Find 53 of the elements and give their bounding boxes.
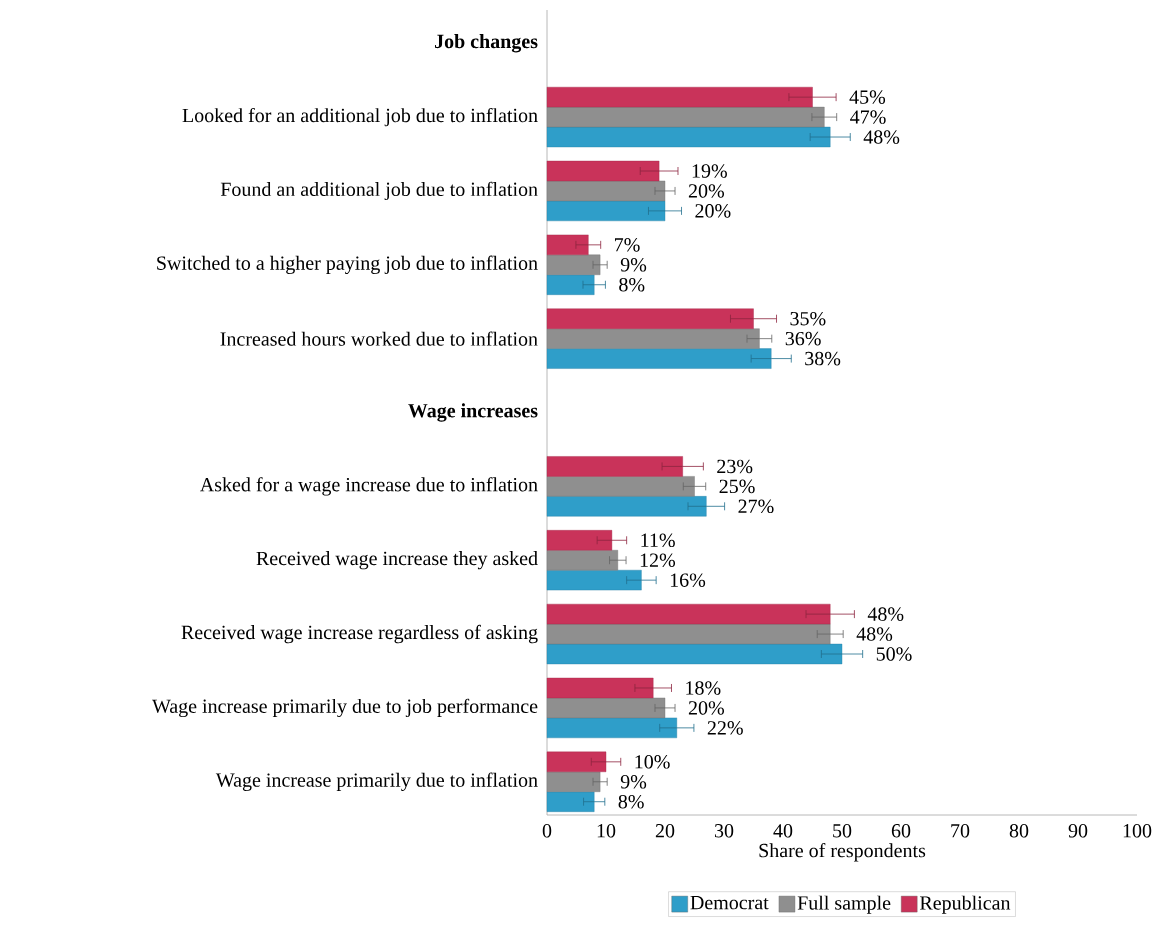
data-label: 7% [615, 238, 640, 252]
x-tick-label: 20 [655, 824, 675, 838]
data-label: 38% [805, 351, 841, 366]
y-tick-label: Found an additional job due to inflation [220, 181, 538, 201]
y-tick-label: Wage increase primarily due to inflation [215, 772, 538, 791]
data-label: 9% [620, 258, 647, 272]
legend-label: Democrat [690, 896, 769, 910]
y-tick-label: Received wage increase they asked [256, 551, 538, 570]
data-label: 48% [863, 130, 900, 144]
legend-label: Republican [919, 895, 1011, 914]
data-label: 48% [867, 607, 904, 621]
x-tick-label: 100 [1123, 824, 1152, 838]
data-label: 11% [641, 533, 675, 548]
data-label: 50% [876, 647, 912, 661]
x-tick-label: 70 [951, 824, 970, 838]
data-label: 18% [686, 681, 721, 695]
data-label: 45% [849, 90, 886, 104]
data-label: 20% [688, 184, 725, 198]
y-tick-label: Wage increases [408, 403, 538, 422]
data-label: 47% [850, 110, 886, 124]
data-label: 35% [790, 311, 826, 326]
y-tick-label: Received wage increase regardless of asking [181, 624, 538, 644]
data-label: 8% [619, 277, 645, 292]
y-tick-label: Wage increase primarily due to job performance [152, 698, 538, 718]
y-tick-label: Switched to a higher paying job due to inflation [157, 255, 538, 274]
data-label: 23% [717, 459, 753, 474]
data-label: 12% [640, 553, 676, 567]
y-tick-label: Job changes [434, 34, 538, 53]
data-label: 27% [738, 499, 774, 514]
x-tick-label: 40 [773, 824, 793, 838]
x-tick-label: 50 [833, 824, 852, 838]
data-label: 16% [670, 573, 706, 587]
x-tick-label: 80 [1009, 824, 1029, 838]
x-axis-title: Share of respondents [759, 843, 926, 862]
legend-label: Full sample [797, 895, 891, 914]
x-tick-label: 10 [597, 824, 616, 838]
data-label: 36% [785, 331, 821, 346]
data-label: 22% [707, 721, 743, 735]
y-tick-label: Asked for a wage increase due to inflation [200, 477, 538, 496]
x-tick-label: 60 [891, 824, 911, 838]
data-label: 25% [719, 479, 755, 494]
x-tick-label: 0 [542, 824, 552, 838]
data-label: 20% [695, 204, 731, 218]
data-label: 20% [688, 701, 725, 715]
data-label: 8% [618, 794, 644, 809]
x-tick-label: 90 [1068, 824, 1088, 838]
data-label: 10% [635, 755, 670, 769]
y-tick-label: Increased hours worked due to inflation [220, 331, 538, 346]
y-tick-label: Looked for an additional job due to inflation [182, 107, 538, 127]
data-label: 19% [692, 164, 727, 178]
data-label: 48% [856, 627, 893, 641]
data-label: 9% [620, 775, 647, 789]
x-tick-label: 30 [714, 824, 734, 838]
